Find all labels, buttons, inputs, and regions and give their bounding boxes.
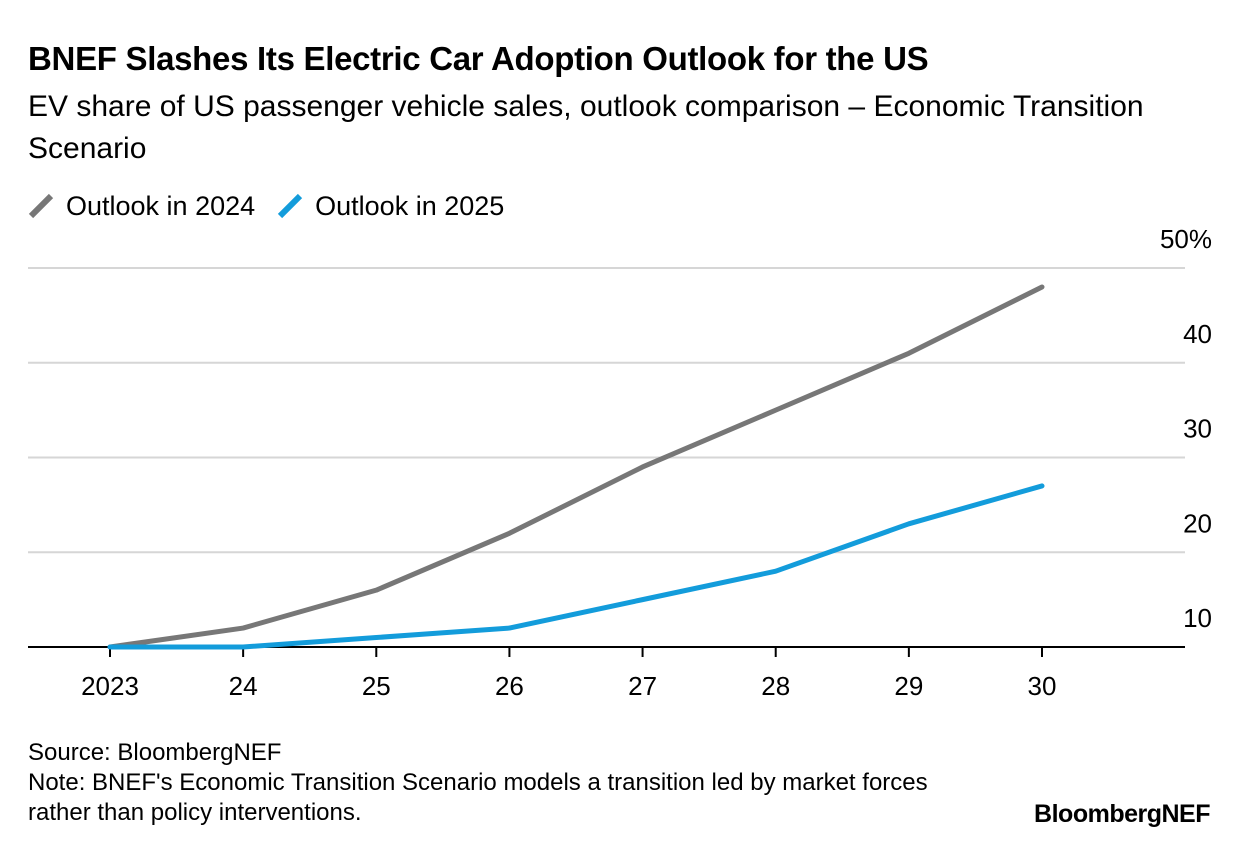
series-line-2024 [107, 284, 1045, 650]
x-tick-label-2023: 2023 [81, 671, 139, 701]
legend: Outlook in 2024 Outlook in 2025 [28, 186, 526, 226]
series-lines [107, 284, 1045, 650]
x-tick-label-2026: 26 [495, 671, 524, 701]
legend-item-2024: Outlook in 2024 [28, 191, 255, 222]
gridlines [28, 267, 1185, 554]
x-axis-ticks: 2023 24 25 26 27 28 29 30 [81, 647, 1056, 701]
chart-title: BNEF Slashes Its Electric Car Adoption O… [28, 40, 929, 77]
legend-item-2025: Outlook in 2025 [277, 191, 504, 222]
y-tick-label-30: 30 [1183, 414, 1212, 444]
chart-subtitle: EV share of US passenger vehicle sales, … [28, 90, 1144, 165]
y-tick-label-20: 20 [1183, 508, 1212, 538]
y-tick-label-10: 10 [1183, 603, 1212, 633]
series-line-2025 [107, 483, 1045, 650]
legend-label-2025: Outlook in 2025 [315, 190, 505, 221]
brand-logo: BloombergNEF [1034, 800, 1210, 828]
x-tick-label-2029: 29 [894, 671, 923, 701]
y-tick-label-40: 40 [1183, 319, 1212, 349]
x-tick-label-2028: 28 [761, 671, 790, 701]
legend-label-2024: Outlook in 2024 [66, 190, 256, 221]
x-tick-label-2024: 24 [229, 671, 258, 701]
source-text: Source: BloombergNEF [28, 739, 282, 766]
footer: Source: BloombergNEF Note: BNEF's Econom… [28, 738, 988, 828]
y-tick-label-50: 50% [1160, 224, 1212, 254]
x-tick-label-2025: 25 [362, 671, 391, 701]
note-text: Note: BNEF's Economic Transition Scenari… [28, 769, 928, 826]
y-axis-ticks: 10 20 30 40 50% [1160, 224, 1212, 633]
x-tick-label-2030: 30 [1028, 671, 1057, 701]
x-tick-label-2027: 27 [628, 671, 657, 701]
legend-swatch-2025 [278, 193, 303, 219]
legend-swatch-2024 [28, 193, 54, 219]
